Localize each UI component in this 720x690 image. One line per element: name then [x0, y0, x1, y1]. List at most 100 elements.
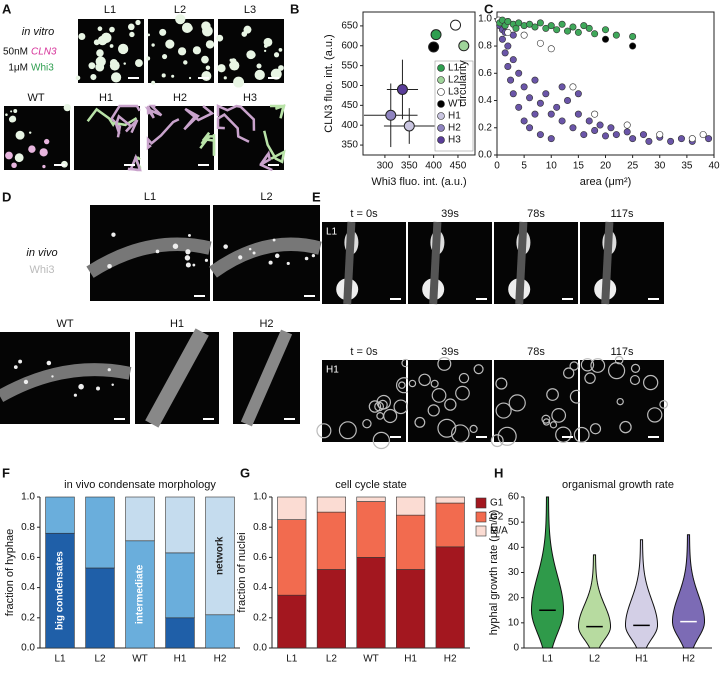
hypha	[343, 221, 356, 305]
micrograph	[322, 222, 406, 304]
network	[573, 426, 590, 443]
bar-segment	[125, 496, 155, 542]
legend-marker	[437, 88, 445, 96]
condensate	[252, 251, 256, 255]
bar-segment	[45, 496, 75, 534]
time-label: 117s	[610, 346, 634, 358]
hypha	[515, 221, 528, 305]
x-tick-label: L1	[286, 654, 298, 665]
condensate	[278, 65, 284, 71]
condensate	[14, 153, 24, 163]
bar-segment	[435, 496, 465, 504]
network	[589, 423, 602, 435]
condensate	[172, 243, 179, 249]
y-tick-label: 0.2	[478, 122, 492, 133]
y-tick-label: 650	[341, 21, 358, 32]
y-tick-label: 1.0	[21, 492, 35, 503]
panel-letter: H	[494, 465, 503, 480]
y-axis-label: circularity	[457, 60, 469, 107]
point	[612, 31, 620, 39]
point	[547, 22, 555, 30]
network	[199, 134, 216, 156]
condensate	[135, 19, 141, 26]
network	[546, 388, 559, 401]
y-tick-label: 400	[341, 120, 358, 131]
point	[531, 110, 539, 118]
protein-label: Whi3	[29, 264, 54, 276]
panel-letter: C	[484, 1, 494, 16]
legend-swatch	[475, 511, 487, 523]
condensate	[117, 43, 129, 55]
condensate	[175, 14, 186, 25]
condensate	[90, 73, 97, 81]
bar-segment	[396, 569, 426, 649]
panel-letter: B	[290, 1, 299, 16]
network	[630, 363, 641, 374]
condensate	[93, 39, 100, 46]
point	[515, 103, 523, 111]
condensate	[147, 33, 151, 37]
condensate	[161, 53, 168, 60]
time-label: 117s	[610, 208, 634, 220]
network	[431, 388, 447, 403]
point	[531, 23, 539, 31]
series-label: intermediate	[135, 564, 146, 624]
network	[619, 420, 632, 434]
point	[558, 83, 566, 91]
y-tick-label: 10	[508, 617, 520, 628]
image-label: H3	[243, 92, 257, 104]
condensate	[233, 76, 245, 88]
condensate	[268, 260, 273, 265]
y-tick-label: 0	[513, 643, 519, 654]
protein-label: Whi3	[31, 63, 54, 74]
network	[569, 361, 579, 371]
point	[536, 99, 544, 107]
point	[656, 131, 664, 139]
condensate	[51, 375, 54, 378]
image-label: L1	[104, 4, 116, 16]
legend-marker	[437, 76, 445, 84]
concentration: 50nM	[3, 47, 28, 58]
point	[612, 131, 620, 139]
condensate	[109, 60, 120, 71]
point	[601, 35, 609, 43]
condensate	[249, 51, 256, 59]
condensate	[223, 76, 227, 80]
y-axis-label: hyphal growth rate (μm/h)	[488, 510, 500, 636]
y-tick-label: 30	[508, 567, 520, 578]
time-label: t = 0s	[350, 346, 378, 358]
bar-segment	[396, 496, 426, 516]
condensate	[217, 64, 226, 73]
micrograph	[580, 360, 664, 442]
condensate	[23, 379, 29, 385]
condensate	[11, 162, 17, 169]
point	[512, 24, 520, 32]
point	[403, 120, 415, 132]
x-tick-label: H2	[682, 654, 695, 665]
condensate	[42, 164, 46, 169]
network	[647, 407, 663, 423]
network	[458, 372, 470, 384]
network	[508, 394, 526, 412]
bar-segment	[356, 557, 386, 649]
network	[563, 367, 575, 379]
legend-marker	[437, 136, 445, 144]
image-label: WT	[56, 318, 73, 330]
condensate	[243, 25, 252, 34]
bar-segment	[277, 496, 307, 520]
network	[418, 373, 431, 387]
network	[216, 113, 250, 143]
condensate	[204, 258, 209, 262]
network	[427, 404, 440, 417]
violin	[577, 554, 612, 649]
network	[109, 104, 141, 138]
network	[469, 424, 478, 434]
condensate	[185, 262, 191, 268]
image-label: L1	[144, 191, 156, 203]
point	[526, 124, 534, 132]
condensate	[111, 383, 114, 387]
hypha	[145, 328, 209, 428]
network	[408, 379, 417, 388]
x-tick-label: H1	[174, 654, 187, 665]
y-tick-label: 0.4	[253, 582, 267, 593]
